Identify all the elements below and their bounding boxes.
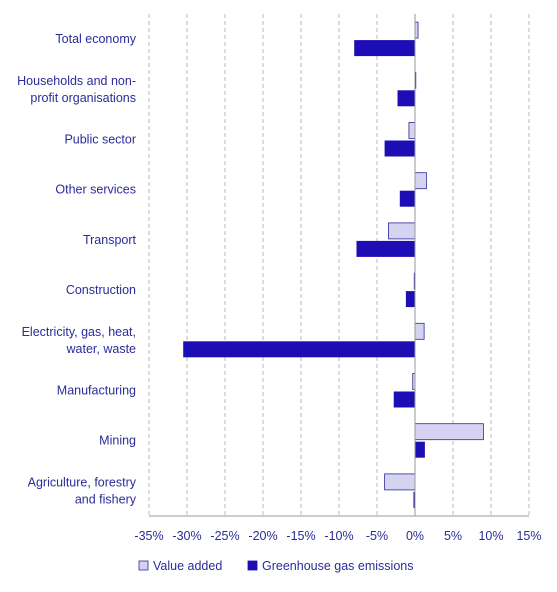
- bar-series-1-cat-9: [413, 491, 415, 508]
- category-labels: Total economy Households and non-profit o…: [17, 32, 137, 506]
- x-tick-label-3: -20%: [248, 529, 277, 543]
- bar-series-1-cat-0: [354, 40, 415, 57]
- bar-series-0-cat-3: [414, 172, 427, 190]
- bar-series-0-cat-8: [414, 423, 484, 441]
- x-tick-label-2: -25%: [210, 529, 239, 543]
- x-tick-label-7: 0%: [406, 529, 424, 543]
- category-label-8: Mining: [99, 434, 136, 448]
- bar-series-1-cat-6: [183, 341, 415, 358]
- axis-layer: [149, 14, 529, 517]
- category-label-3: Other services: [55, 183, 136, 197]
- x-tick-labels: -35% -30% -25% -20% -15% -10% -5% 0% 5% 10% 15%: [134, 529, 541, 543]
- x-tick-label-10: 15%: [516, 529, 541, 543]
- x-tick-label-1: -30%: [172, 529, 201, 543]
- bar-series-0-cat-2: [408, 122, 416, 139]
- bar-layer: [183, 21, 484, 508]
- legend-swatch-1: [247, 560, 258, 571]
- legend-label-0: Value added: [153, 559, 222, 573]
- category-label-0: Total economy: [55, 32, 136, 46]
- bar-series-0-cat-6: [414, 322, 425, 340]
- bar-series-1-cat-7: [393, 391, 415, 408]
- category-label-1: Households and non-profit organisations: [17, 74, 136, 105]
- legend-swatch-0: [138, 560, 149, 571]
- x-tick-label-8: 5%: [444, 529, 462, 543]
- bar-series-1-cat-2: [384, 140, 415, 157]
- bar-series-1-cat-4: [356, 240, 415, 257]
- legend-label-1: Greenhouse gas emissions: [262, 559, 413, 573]
- bar-series-1-cat-8: [415, 441, 425, 458]
- x-tick-label-0: -35%: [134, 529, 163, 543]
- grid-layer: [148, 14, 530, 516]
- category-label-7: Manufacturing: [57, 384, 136, 398]
- x-tick-label-6: -5%: [366, 529, 388, 543]
- category-label-4: Transport: [83, 233, 137, 247]
- bar-series-0-cat-4: [387, 222, 416, 240]
- category-label-5: Construction: [66, 283, 136, 297]
- bar-series-1-cat-5: [405, 291, 415, 308]
- bar-series-1-cat-1: [397, 90, 415, 107]
- x-tick-label-9: 10%: [478, 529, 503, 543]
- bar-series-0-cat-9: [384, 473, 416, 491]
- category-label-9: Agriculture, forestry and fishery: [28, 475, 137, 506]
- category-label-2: Public sector: [64, 133, 136, 147]
- x-tick-label-4: -15%: [286, 529, 315, 543]
- bar-series-1-cat-3: [399, 190, 415, 207]
- x-tick-label-5: -10%: [324, 529, 353, 543]
- legend: Value added Greenhouse gas emissions: [138, 559, 413, 573]
- category-label-6: Electricity, gas, heat, water, waste: [22, 325, 136, 356]
